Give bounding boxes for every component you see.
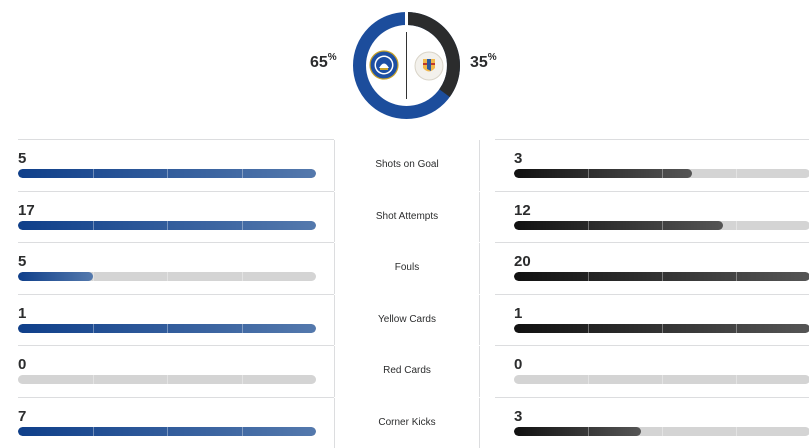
stat-label-cell: Fouls — [334, 243, 480, 294]
home-stat-cell: 0 — [18, 346, 334, 397]
home-stat-cell: 17 — [18, 192, 334, 243]
home-stat-value: 1 — [18, 305, 26, 322]
stat-row: 5 Fouls 20 — [18, 242, 809, 294]
away-stat-cell: 0 — [495, 346, 809, 397]
away-stat-cell: 3 — [495, 398, 809, 448]
home-stat-value: 17 — [18, 202, 35, 219]
away-stat-value: 3 — [514, 408, 522, 425]
bar-ticks — [18, 324, 316, 333]
bar-ticks — [514, 324, 809, 333]
home-stat-bar — [18, 375, 316, 384]
stat-row: 5 Shots on Goal 3 — [18, 139, 809, 191]
stat-label-cell: Shot Attempts — [334, 192, 480, 243]
away-club-crest-icon — [414, 51, 444, 81]
home-stat-cell: 5 — [18, 140, 334, 191]
bar-ticks — [18, 221, 316, 230]
home-stat-cell: 1 — [18, 295, 334, 346]
home-stat-value: 0 — [18, 356, 26, 373]
stat-label: Yellow Cards — [335, 314, 479, 325]
away-stat-value: 20 — [514, 253, 531, 270]
stat-label-cell: Red Cards — [334, 346, 480, 397]
home-stat-value: 7 — [18, 408, 26, 425]
home-stat-value: 5 — [18, 253, 26, 270]
away-stat-cell: 3 — [495, 140, 809, 191]
stat-row: 17 Shot Attempts 12 — [18, 191, 809, 243]
possession-section: 65% 35% — [0, 0, 809, 130]
away-possession-percent: 35% — [470, 54, 497, 72]
bar-ticks — [514, 272, 809, 281]
home-stat-cell: 7 — [18, 398, 334, 448]
bar-ticks — [18, 169, 316, 178]
away-stat-bar — [514, 169, 809, 178]
home-stat-cell: 5 — [18, 243, 334, 294]
chelsea-crest-icon — [369, 50, 399, 80]
stat-label: Shot Attempts — [335, 211, 479, 222]
away-stat-cell: 20 — [495, 243, 809, 294]
away-stat-value: 1 — [514, 305, 522, 322]
bar-ticks — [514, 221, 809, 230]
bar-ticks — [514, 427, 809, 436]
bar-ticks — [18, 427, 316, 436]
home-stat-bar — [18, 221, 316, 230]
home-stat-bar — [18, 272, 316, 281]
stat-row: 1 Yellow Cards 1 — [18, 294, 809, 346]
possession-donut-chart — [351, 10, 462, 121]
away-stat-value: 12 — [514, 202, 531, 219]
away-stat-bar — [514, 427, 809, 436]
stat-label: Red Cards — [335, 365, 479, 376]
away-stat-cell: 1 — [495, 295, 809, 346]
away-stat-bar — [514, 272, 809, 281]
away-stat-bar — [514, 375, 809, 384]
stat-label: Corner Kicks — [335, 417, 479, 428]
bar-ticks — [18, 375, 316, 384]
home-possession-percent: 65% — [310, 54, 337, 72]
away-stat-cell: 12 — [495, 192, 809, 243]
bar-ticks — [514, 375, 809, 384]
home-stat-bar — [18, 324, 316, 333]
away-stat-value: 3 — [514, 150, 522, 167]
away-stat-bar — [514, 324, 809, 333]
home-stat-bar — [18, 427, 316, 436]
away-stat-value: 0 — [514, 356, 522, 373]
stat-label: Fouls — [335, 262, 479, 273]
stat-row: 0 Red Cards 0 — [18, 345, 809, 397]
stat-row: 7 Corner Kicks 3 — [18, 397, 809, 448]
away-stat-bar — [514, 221, 809, 230]
stat-label-cell: Shots on Goal — [334, 140, 480, 191]
stat-label: Shots on Goal — [335, 159, 479, 170]
team-stats-table: 5 Shots on Goal 3 17 Shot Attempts — [18, 139, 809, 448]
home-stat-bar — [18, 169, 316, 178]
home-stat-value: 5 — [18, 150, 26, 167]
bar-ticks — [514, 169, 809, 178]
stat-label-cell: Yellow Cards — [334, 295, 480, 346]
bar-ticks — [18, 272, 316, 281]
possession-gap-top — [405, 10, 408, 26]
stat-label-cell: Corner Kicks — [334, 398, 480, 448]
